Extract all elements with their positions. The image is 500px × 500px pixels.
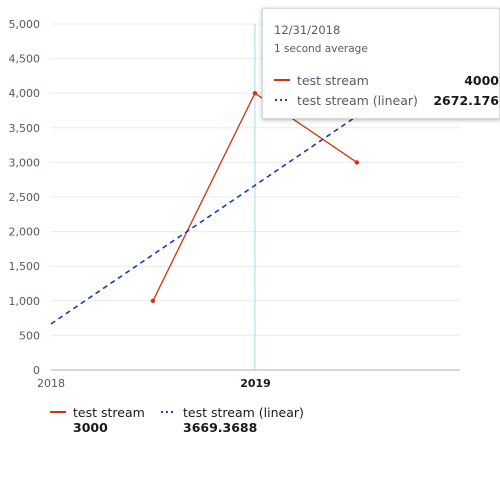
tooltip-row-test-stream: test stream 4000 xyxy=(274,73,499,89)
x-tick-label: 2019 xyxy=(240,377,271,390)
tooltip-subtitle: 1 second average xyxy=(274,43,368,55)
tooltip-series-name: test stream xyxy=(297,73,369,88)
linear-trend-line[interactable] xyxy=(50,115,358,325)
x-tick-label: 2018 xyxy=(37,377,65,390)
data-point[interactable] xyxy=(354,160,360,165)
legend-series-value: 3000 xyxy=(73,420,108,435)
y-tick-label: 0 xyxy=(33,364,40,377)
tooltip-series-value: 2672.176 xyxy=(433,93,499,108)
data-point[interactable] xyxy=(252,91,258,96)
x-axis-labels: 2018 2019 xyxy=(37,377,271,390)
y-tick-label: 2,500 xyxy=(9,191,41,204)
y-tick-label: 500 xyxy=(19,329,40,342)
tooltip-row-test-stream-linear: test stream (linear) 2672.176 xyxy=(274,93,499,109)
chart-tooltip: 12/31/2018 1 second average test stream … xyxy=(262,8,500,119)
series-lines[interactable] xyxy=(50,91,360,325)
y-tick-label: 1,500 xyxy=(9,260,41,273)
solid-line-swatch-icon xyxy=(50,411,66,413)
chart-legend: test stream 3000 test stream (linear) 36… xyxy=(50,405,490,437)
y-tick-label: 4,500 xyxy=(9,53,41,66)
data-point[interactable] xyxy=(150,298,156,303)
tooltip-series-value: 4000 xyxy=(464,73,499,88)
y-tick-label: 4,000 xyxy=(9,87,41,100)
y-axis-labels: 0 500 1,000 1,500 2,000 2,500 3,000 3,500 4,000 4… xyxy=(9,18,41,377)
solid-line-swatch-icon xyxy=(274,79,290,81)
tooltip-series-name: test stream (linear) xyxy=(297,93,418,108)
y-tick-label: 5,000 xyxy=(9,18,41,31)
dotted-line-swatch-icon xyxy=(161,411,176,413)
y-tick-label: 1,000 xyxy=(9,295,41,308)
legend-series-name: test stream xyxy=(73,405,145,420)
legend-series-name: test stream (linear) xyxy=(183,405,304,420)
tooltip-date: 12/31/2018 xyxy=(274,23,341,37)
y-tick-label: 2,000 xyxy=(9,226,41,239)
dotted-line-swatch-icon xyxy=(275,99,290,101)
legend-series-value: 3669.3688 xyxy=(183,420,258,435)
y-tick-label: 3,000 xyxy=(9,156,41,169)
y-tick-label: 3,500 xyxy=(9,122,41,135)
